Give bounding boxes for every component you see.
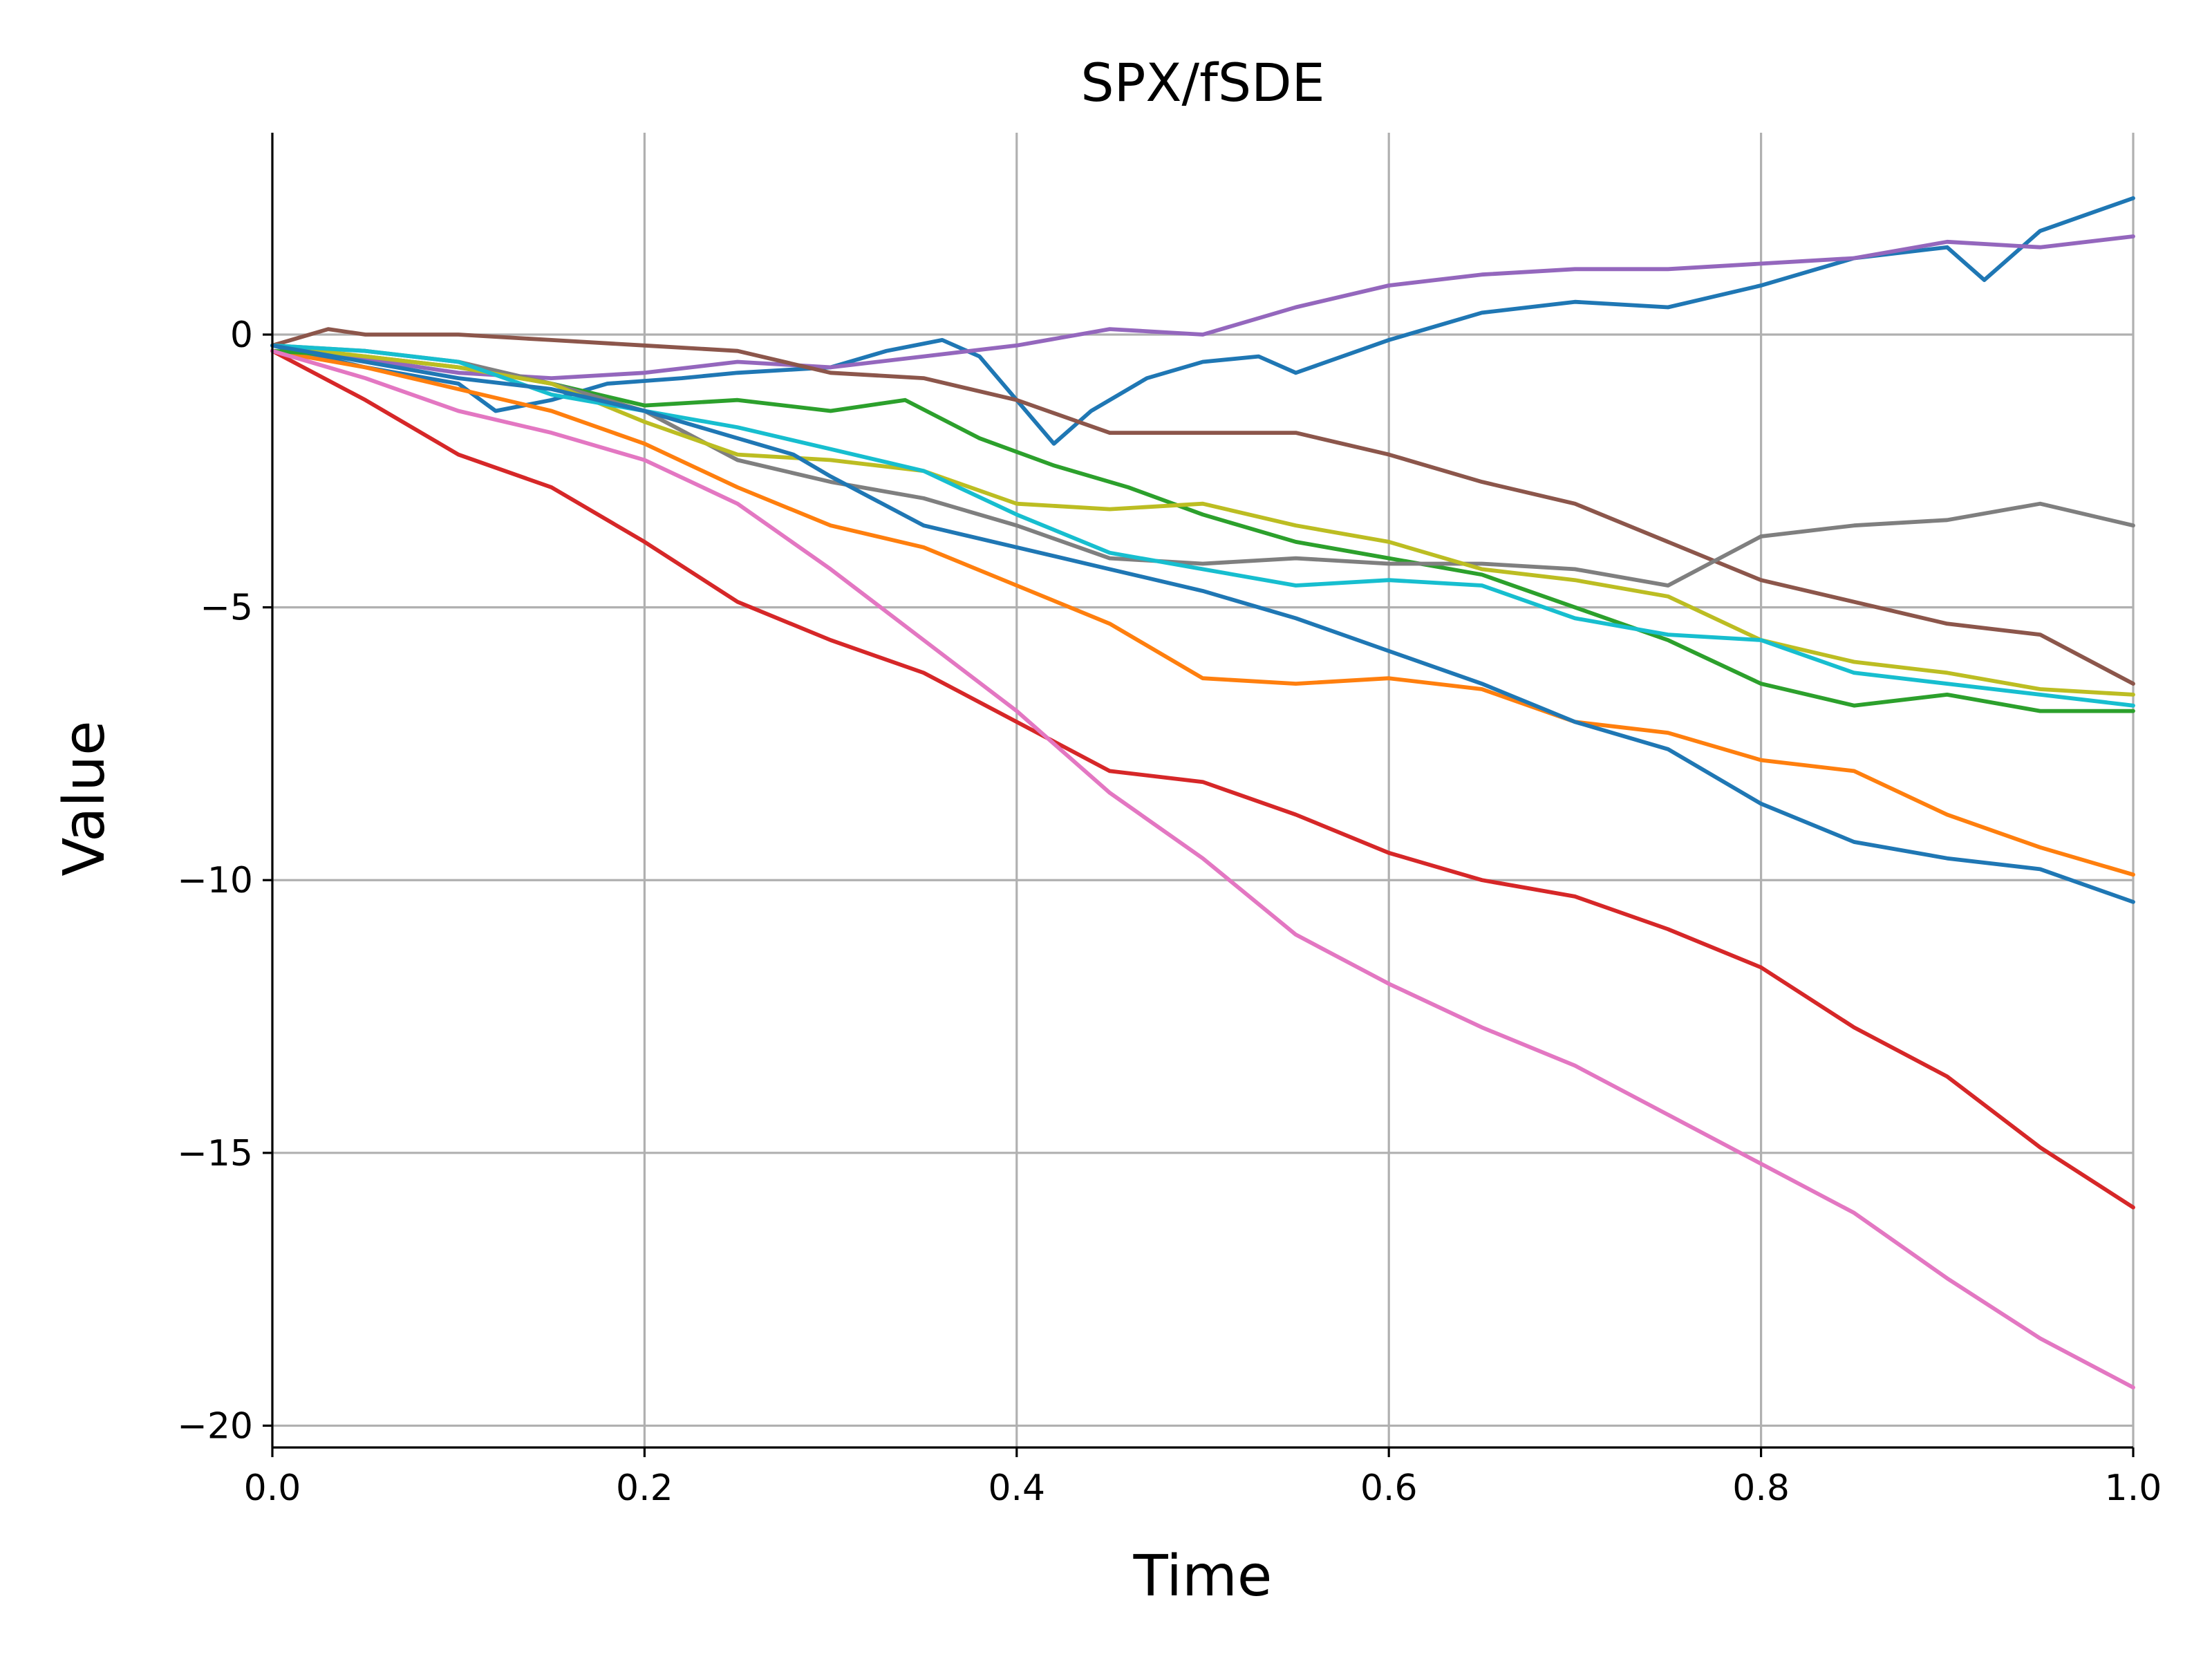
chart-title: SPX/fSDE [1080,52,1324,113]
y-tick-label: −20 [177,1405,253,1447]
series-line-10 [270,343,2135,708]
x-tick-label: 0.4 [988,1468,1045,1509]
x-axis-label: Time [1133,1544,1273,1609]
series-line-3 [270,348,2135,713]
y-axis-label: Value [52,720,118,876]
series-line-8 [270,343,2135,588]
series-line-5 [270,234,2135,380]
series-line-6 [270,327,2135,686]
x-tick-label: 0.8 [1732,1468,1790,1509]
series-line-7 [270,348,2135,1390]
ticks: 0.0 0.2 0.4 0.6 0.8 1.0 0 −5 −10 −15 −20 [177,315,2162,1509]
x-tick-label: 0.6 [1360,1468,1418,1509]
axes [271,133,2133,1449]
y-tick-label: −5 [200,588,253,629]
y-tick-label: −10 [177,860,253,901]
series-line-1 [270,196,2135,446]
x-tick-label: 0.0 [244,1468,301,1509]
y-tick-label: −15 [177,1133,253,1174]
y-tick-label: 0 [230,315,253,356]
grid [271,133,2135,1447]
x-tick-label: 1.0 [2105,1468,2162,1509]
x-tick-label: 0.2 [616,1468,673,1509]
series-group [270,196,2135,1390]
series-line-4 [270,348,2135,1210]
series-line-2 [270,348,2135,877]
series-line-11 [270,343,2135,904]
